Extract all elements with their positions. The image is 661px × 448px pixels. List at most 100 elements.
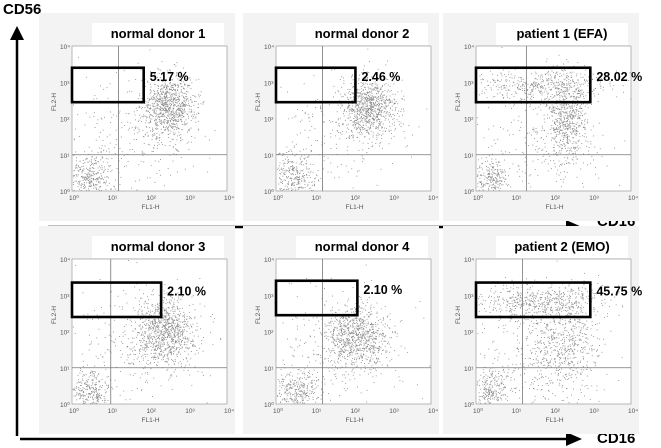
scatter-point <box>532 127 534 129</box>
scatter-point <box>586 103 588 105</box>
scatter-point <box>162 300 164 301</box>
scatter-point <box>172 83 174 85</box>
scatter-point <box>553 106 554 108</box>
scatter-point <box>160 174 161 176</box>
scatter-point <box>93 116 95 118</box>
scatter-point <box>361 127 363 129</box>
scatter-point <box>357 170 358 172</box>
scatter-point <box>367 121 369 123</box>
scatter-point <box>374 108 376 109</box>
scatter-point <box>564 115 566 117</box>
scatter-point <box>190 109 192 110</box>
scatter-point <box>166 355 168 357</box>
scatter-point <box>332 129 333 131</box>
plot-frame <box>475 45 632 192</box>
scatter-point <box>76 157 77 159</box>
scatter-point <box>172 341 174 342</box>
scatter-point <box>547 114 549 116</box>
scatter-point <box>177 308 179 310</box>
scatter-point <box>392 93 394 95</box>
scatter-point <box>144 323 145 325</box>
scatter-point <box>561 103 563 105</box>
scatter-point <box>487 147 489 148</box>
scatter-point <box>576 93 578 94</box>
scatter-point <box>192 345 193 347</box>
scatter-point <box>540 86 541 87</box>
scatter-point <box>347 171 349 173</box>
scatter-point <box>508 175 509 177</box>
scatter-point <box>89 170 91 172</box>
scatter-point <box>578 115 580 117</box>
scatter-point <box>367 132 369 133</box>
scatter-point <box>578 126 580 128</box>
scatter-point <box>580 112 582 114</box>
scatter-point <box>167 322 169 324</box>
scatter-point <box>129 149 131 150</box>
scatter-point <box>93 185 95 187</box>
scatter-point <box>330 162 332 164</box>
scatter-point <box>565 136 567 138</box>
scatter-point <box>94 174 96 176</box>
scatter-point <box>378 110 380 112</box>
scatter-point <box>478 159 479 161</box>
scatter-point <box>575 156 577 158</box>
scatter-point <box>557 145 559 146</box>
scatter-point <box>499 81 501 82</box>
scatter-point <box>172 95 174 97</box>
scatter-point <box>518 115 520 117</box>
scatter-point <box>361 72 363 73</box>
scatter-point <box>182 67 184 69</box>
scatter-point <box>562 91 564 93</box>
scatter-point <box>505 87 507 89</box>
scatter-point <box>184 84 185 86</box>
scatter-point <box>183 96 184 98</box>
scatter-point <box>563 135 565 137</box>
scatter-point <box>497 173 499 174</box>
scatter-point <box>369 127 371 129</box>
scatter-point <box>559 146 561 148</box>
scatter-point <box>556 173 558 175</box>
scatter-point <box>572 93 574 95</box>
scatter-point <box>188 108 190 110</box>
scatter-point <box>573 95 575 97</box>
scatter-point <box>283 170 285 172</box>
scatter-point <box>579 85 581 87</box>
scatter-point <box>371 98 373 100</box>
scatter-point <box>292 167 293 169</box>
scatter-point <box>564 87 566 88</box>
scatter-point <box>299 172 301 174</box>
scatter-point <box>501 94 503 95</box>
scatter-point <box>374 83 376 85</box>
scatter-point <box>554 163 556 164</box>
scatter-point <box>360 97 362 99</box>
scatter-point <box>502 153 504 155</box>
scatter-point <box>107 97 109 99</box>
scatter-point <box>296 173 298 175</box>
scatter-point <box>587 122 589 124</box>
scatter-point <box>369 99 371 101</box>
scatter-point <box>137 127 139 129</box>
scatter-point <box>570 149 571 151</box>
scatter-point <box>109 134 111 136</box>
scatter-point <box>368 133 370 135</box>
scatter-point <box>561 148 563 150</box>
scatter-point <box>168 103 170 105</box>
scatter-point <box>320 108 321 110</box>
scatter-point <box>507 74 509 76</box>
scatter-point <box>149 93 151 95</box>
scatter-point <box>154 181 156 183</box>
scatter-point <box>561 163 563 165</box>
scatter-point <box>302 169 304 171</box>
scatter-point <box>497 165 498 167</box>
scatter-point <box>90 180 92 182</box>
scatter-point <box>153 353 155 354</box>
scatter-point <box>113 185 115 187</box>
scatter-point <box>482 175 484 176</box>
scatter-point <box>579 90 580 92</box>
scatter-point <box>156 99 158 101</box>
scatter-point <box>157 303 158 305</box>
scatter-point <box>167 91 169 93</box>
scatter-point <box>292 162 294 164</box>
scatter-point <box>553 160 555 162</box>
scatter-point <box>145 319 147 321</box>
